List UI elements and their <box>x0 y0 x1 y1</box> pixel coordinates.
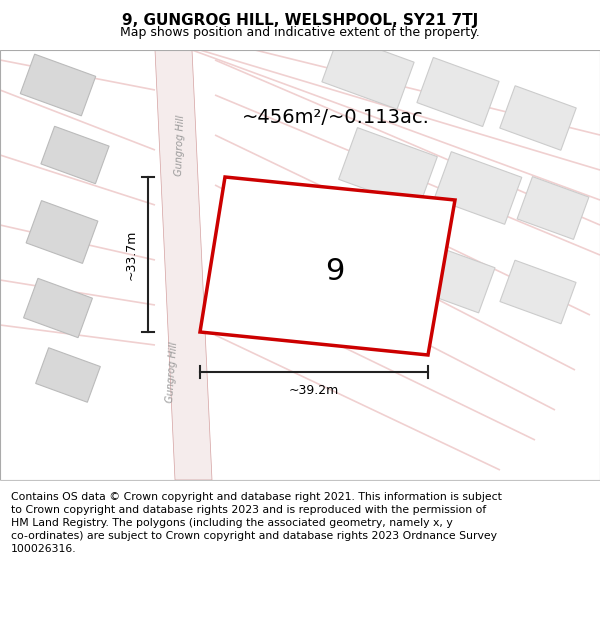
Polygon shape <box>500 260 576 324</box>
Text: Contains OS data © Crown copyright and database right 2021. This information is : Contains OS data © Crown copyright and d… <box>11 492 502 554</box>
Polygon shape <box>500 86 576 150</box>
Polygon shape <box>417 58 499 126</box>
Text: 9, GUNGROG HILL, WELSHPOOL, SY21 7TJ: 9, GUNGROG HILL, WELSHPOOL, SY21 7TJ <box>122 12 478 28</box>
Polygon shape <box>322 35 414 109</box>
Polygon shape <box>517 177 589 239</box>
Text: Gungrog Hill: Gungrog Hill <box>174 114 186 176</box>
Polygon shape <box>20 54 96 116</box>
Polygon shape <box>26 201 98 263</box>
Polygon shape <box>41 126 109 184</box>
Polygon shape <box>338 127 437 208</box>
Text: Map shows position and indicative extent of the property.: Map shows position and indicative extent… <box>120 26 480 39</box>
Text: ~456m²/~0.113ac.: ~456m²/~0.113ac. <box>242 108 430 127</box>
Polygon shape <box>23 278 92 338</box>
Polygon shape <box>200 177 455 355</box>
Text: ~33.7m: ~33.7m <box>125 229 138 280</box>
Polygon shape <box>35 348 100 403</box>
Polygon shape <box>411 243 495 313</box>
Polygon shape <box>155 50 212 480</box>
Polygon shape <box>313 224 404 300</box>
Text: Gungrog Hill: Gungrog Hill <box>165 341 179 402</box>
Text: ~39.2m: ~39.2m <box>289 384 339 397</box>
Polygon shape <box>434 152 522 224</box>
Text: 9: 9 <box>325 258 344 286</box>
